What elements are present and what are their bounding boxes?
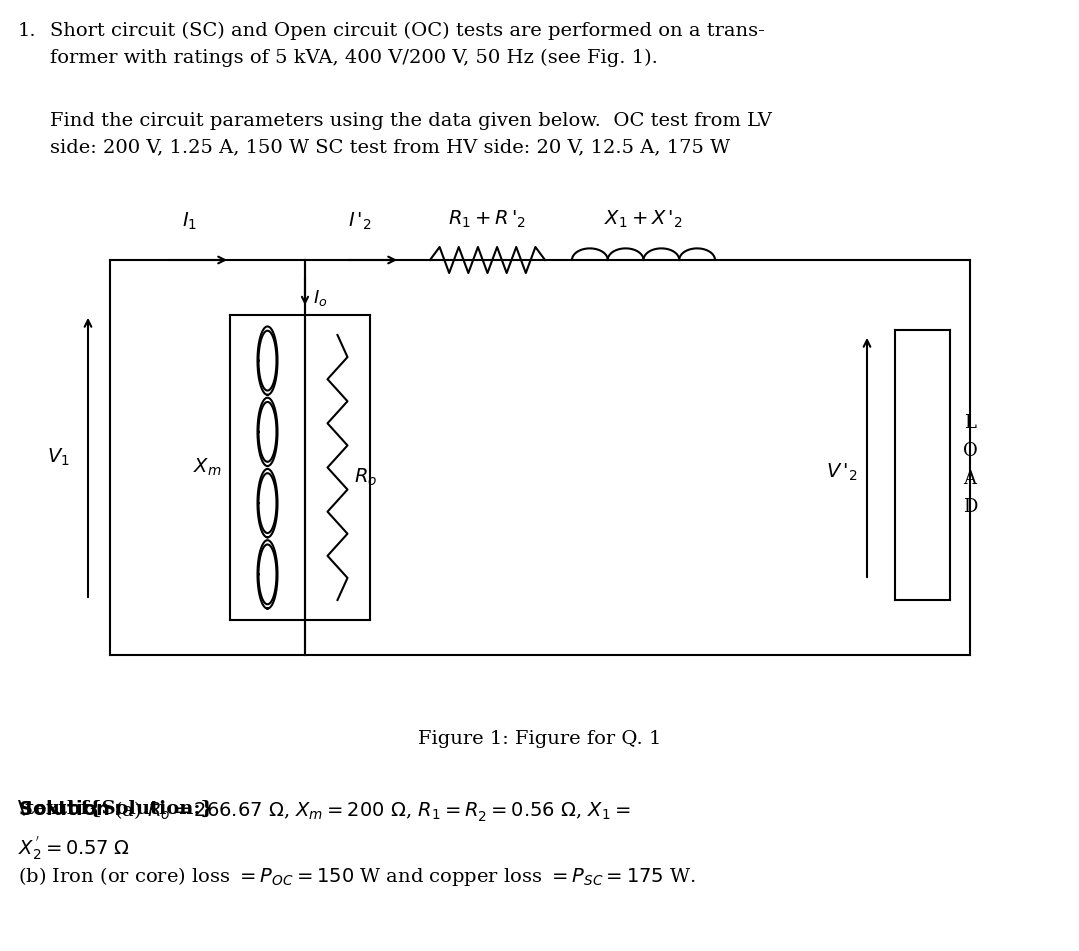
Text: $R_o$: $R_o$ <box>354 467 377 488</box>
Text: $I_o$: $I_o$ <box>313 288 327 308</box>
Text: L: L <box>964 414 975 432</box>
Text: $\mathbf{Solution{:}}$: $\mathbf{Solution{:}}$ <box>18 800 121 819</box>
Text: (b) Iron (or core) loss $= P_{OC} = 150$ W and copper loss $= P_{SC} = 175$ W.: (b) Iron (or core) loss $= P_{OC} = 150$… <box>18 865 696 888</box>
Text: $V_1$: $V_1$ <box>47 447 70 468</box>
Text: Figure 1: Figure for Q. 1: Figure 1: Figure for Q. 1 <box>419 730 661 748</box>
Text: A: A <box>964 470 976 488</box>
Text: \textbf{Solution:}: \textbf{Solution:} <box>18 800 214 818</box>
Text: $X_2^{\,'} = 0.57\ \Omega$: $X_2^{\,'} = 0.57\ \Omega$ <box>18 834 129 862</box>
Text: $V\,'_2$: $V\,'_2$ <box>825 462 857 483</box>
Text: $I_1$: $I_1$ <box>182 211 197 232</box>
Text: D: D <box>962 498 978 516</box>
Text: Short circuit (SC) and Open circuit (OC) tests are performed on a trans-
former : Short circuit (SC) and Open circuit (OC)… <box>50 22 765 68</box>
Text: 1.: 1. <box>18 22 37 40</box>
Text: $I\,'_2$: $I\,'_2$ <box>349 211 372 232</box>
Text: (a) $R_o = 266.67\ \Omega$, $X_m = 200\ \Omega$, $R_1 = R_2^{\,} = 0.56\ \Omega$: (a) $R_o = 266.67\ \Omega$, $X_m = 200\ … <box>108 800 631 825</box>
Text: Find the circuit parameters using the data given below.  OC test from LV
side: 2: Find the circuit parameters using the da… <box>50 112 771 156</box>
Text: $X_m$: $X_m$ <box>193 456 222 478</box>
Text: $R_1 + R\,'_2$: $R_1 + R\,'_2$ <box>449 208 527 230</box>
Text: O: O <box>962 442 978 460</box>
Text: $X_1 + X\,'_2$: $X_1 + X\,'_2$ <box>604 208 683 230</box>
